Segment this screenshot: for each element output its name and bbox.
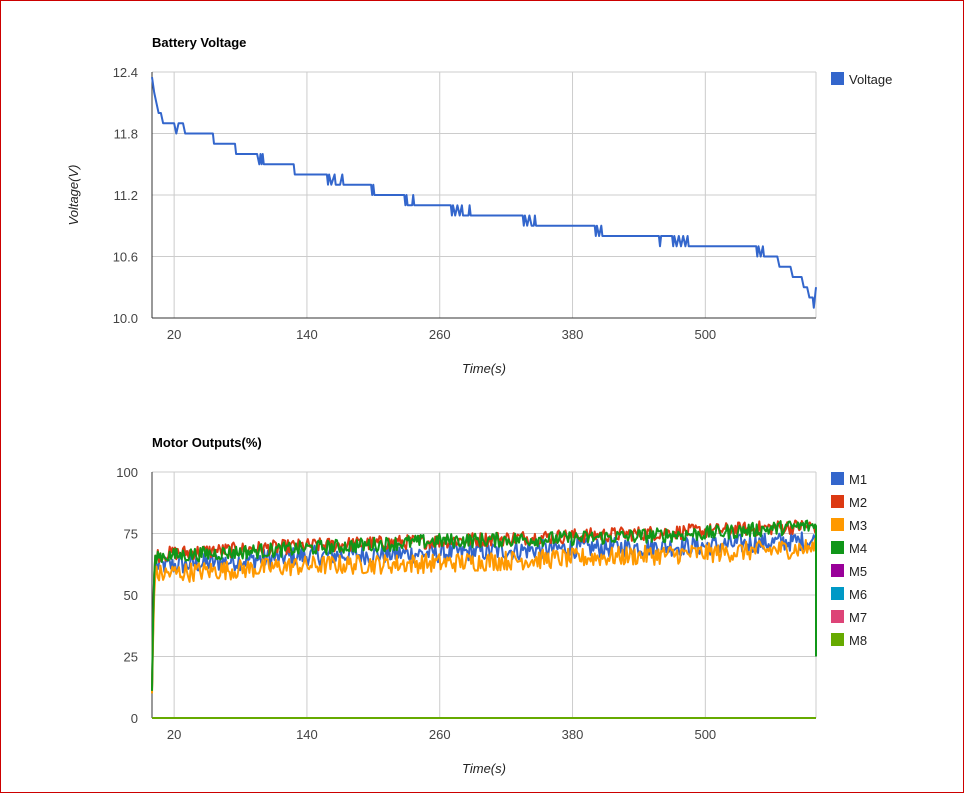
legend-label: M4 (849, 541, 867, 556)
legend-label: M1 (849, 472, 867, 487)
y-tick-label: 0 (131, 711, 138, 726)
x-axis-title: Time(s) (462, 361, 506, 376)
legend-swatch (831, 633, 844, 646)
x-tick-label: 260 (429, 327, 451, 342)
legend-swatch (831, 472, 844, 485)
y-tick-label: 11.2 (114, 188, 138, 203)
series-lines (151, 519, 817, 719)
y-tick-label: 10.6 (113, 250, 138, 265)
battery-voltage-chart: Battery Voltage 12.4 11.8 11.2 10.6 10.0 20 14… (66, 35, 892, 376)
x-tick-label: 140 (296, 327, 318, 342)
series-line-m3 (151, 537, 817, 694)
y-tick-label: 12.4 (113, 65, 138, 80)
y-tick-label: 50 (124, 588, 138, 603)
x-tick-label: 20 (167, 327, 181, 342)
legend-swatch (831, 495, 844, 508)
legend-label: M5 (849, 564, 867, 579)
motor-outputs-chart: Motor Outputs(%) 100 75 50 25 0 20 140 260 380 50… (116, 435, 867, 776)
legend-swatch (831, 587, 844, 600)
gridlines (151, 471, 817, 719)
tick-labels: 12.4 11.8 11.2 10.6 10.0 20 140 260 380 500 (113, 65, 716, 342)
legend-swatch (831, 518, 844, 531)
legend: M1 M2 M3 M4 M5 M6 M7 M8 (831, 472, 867, 648)
y-tick-label: 11.8 (114, 127, 138, 142)
legend-swatch (831, 72, 844, 85)
tick-labels: 100 75 50 25 0 20 140 260 380 500 (116, 465, 716, 742)
series-lines (151, 76, 817, 309)
series-line-m4 (151, 519, 817, 691)
y-tick-label: 25 (124, 650, 138, 665)
legend-label: M2 (849, 495, 867, 510)
legend-label: M3 (849, 518, 867, 533)
y-tick-label: 75 (124, 527, 138, 542)
y-axis-title: Voltage(V) (66, 165, 81, 226)
x-axis-title: Time(s) (462, 761, 506, 776)
legend-swatch (831, 610, 844, 623)
x-tick-label: 20 (167, 727, 181, 742)
legend-label: M8 (849, 633, 867, 648)
x-tick-label: 500 (694, 727, 716, 742)
series-line-voltage (151, 76, 817, 309)
chart-title: Motor Outputs(%) (152, 435, 262, 450)
x-tick-label: 140 (296, 727, 318, 742)
legend-label: Voltage (849, 72, 892, 87)
y-tick-label: 100 (116, 465, 138, 480)
x-tick-label: 260 (429, 727, 451, 742)
legend-label: M7 (849, 610, 867, 625)
gridlines (151, 71, 817, 319)
x-tick-label: 380 (562, 327, 584, 342)
x-tick-label: 380 (562, 727, 584, 742)
x-tick-label: 500 (694, 327, 716, 342)
y-tick-label: 10.0 (113, 311, 138, 326)
legend-swatch (831, 564, 844, 577)
chart-title: Battery Voltage (152, 35, 246, 50)
legend-swatch (831, 541, 844, 554)
legend: Voltage (831, 72, 892, 87)
legend-label: M6 (849, 587, 867, 602)
